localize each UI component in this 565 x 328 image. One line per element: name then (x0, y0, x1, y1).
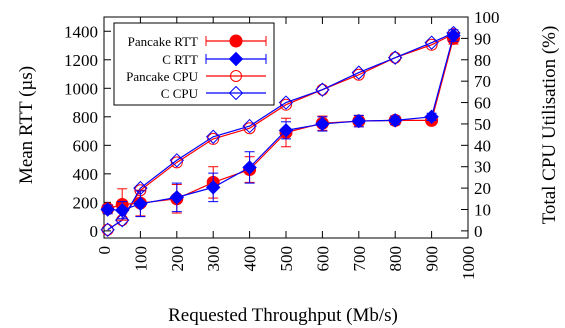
data-point (351, 65, 367, 80)
y2-tick-label: 90 (474, 29, 491, 48)
y-axis-label: Mean RTT (µs) (16, 66, 37, 184)
y-tick-label: 0 (90, 222, 99, 241)
legend-marks (205, 34, 267, 101)
data-point (424, 109, 439, 125)
data-point (114, 202, 130, 218)
x-tick-label: 400 (241, 246, 260, 272)
data-point (389, 51, 402, 64)
y2-tick-label: 60 (474, 94, 491, 113)
y-tick-label: 400 (73, 165, 99, 184)
y2-tick-label: 80 (474, 51, 491, 70)
x-tick-label: 700 (350, 246, 369, 272)
legend-marker (230, 70, 242, 82)
data-point (170, 156, 183, 169)
data-point (101, 223, 114, 236)
y2-tick-label: 0 (474, 222, 483, 241)
x-tick-label: 100 (131, 246, 150, 272)
legend-label-pancake-rtt: Pancake RTT (128, 34, 198, 49)
x-tick-label: 900 (423, 246, 442, 272)
data-point (387, 113, 403, 128)
x-tick-label: 0 (95, 246, 114, 255)
x-tick-label: 200 (168, 246, 187, 272)
y-tick-label: 1000 (64, 79, 98, 98)
legend-marker (228, 85, 244, 101)
data-point (207, 132, 220, 145)
y2-axis-label: Total CPU Utilisation (%) (539, 26, 560, 225)
x-tick-label: 300 (204, 246, 223, 272)
data-point (205, 180, 221, 195)
y2-tick-label: 50 (474, 115, 491, 134)
series-1 (100, 28, 461, 220)
data-point (242, 118, 257, 134)
series-line (107, 32, 454, 231)
legend-frame (113, 22, 275, 106)
y2-tick-label: 100 (474, 8, 500, 27)
data-point (114, 212, 130, 228)
data-point (315, 116, 330, 132)
legend: Pancake RTT C RTT Pancake CPU C CPU (113, 22, 275, 106)
y2-tick-label: 30 (474, 158, 491, 177)
y2-tick-label: 70 (474, 72, 491, 91)
data-point (315, 82, 330, 97)
y-tick-label: 1200 (64, 51, 98, 70)
data-point (387, 50, 403, 65)
data-point (351, 113, 367, 129)
data-point (280, 98, 292, 111)
y-tick-label: 1400 (64, 22, 98, 41)
y-tick-label: 800 (73, 108, 99, 127)
data-point (205, 129, 221, 144)
legend-label-c-rtt: C RTT (162, 52, 198, 67)
x-axis-label: Requested Throughput (Mb/s) (168, 305, 398, 326)
plot-area (100, 25, 461, 238)
ticks: 0 100 200 300 400 500 600 700 800 900 100002004006… (64, 8, 500, 280)
data-point (242, 160, 257, 175)
x-tick-label: 600 (313, 246, 332, 272)
legend-marker (229, 34, 243, 48)
y2-tick-label: 40 (474, 136, 491, 155)
legend-marker (228, 51, 244, 67)
data-point (316, 83, 329, 96)
legend-label-c-cpu: C CPU (161, 86, 199, 101)
data-point (446, 28, 461, 43)
data-point (278, 123, 294, 138)
x-tick-label: 500 (277, 246, 296, 272)
y2-tick-label: 20 (474, 179, 491, 198)
data-point (133, 196, 148, 211)
legend-label-pancake-cpu: Pancake CPU (126, 69, 198, 84)
data-point (424, 35, 439, 50)
x-tick-label: 1000 (459, 246, 478, 280)
data-point (100, 222, 115, 238)
x-tick-label: 800 (386, 246, 405, 272)
y2-tick-label: 10 (474, 200, 491, 219)
y-tick-label: 200 (73, 193, 99, 212)
data-point (169, 190, 185, 205)
y-tick-label: 600 (73, 136, 99, 155)
data-point (169, 153, 185, 168)
data-point (100, 202, 115, 217)
data-point (278, 95, 294, 110)
